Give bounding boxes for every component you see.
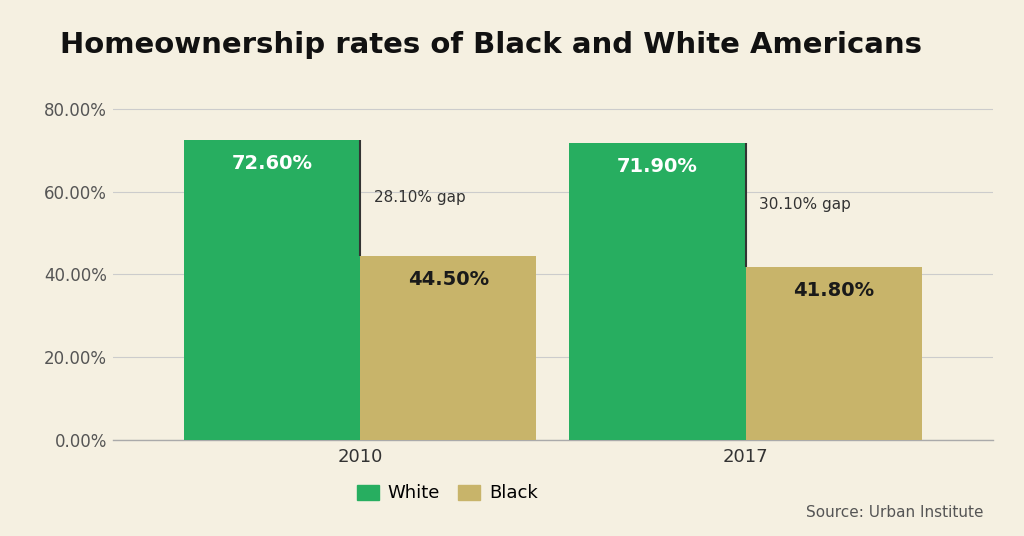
Text: 30.10% gap: 30.10% gap bbox=[760, 197, 851, 212]
Bar bbox=[745, 267, 922, 440]
Text: 41.80%: 41.80% bbox=[794, 281, 874, 300]
Bar bbox=[360, 256, 537, 440]
Legend: White, Black: White, Black bbox=[350, 477, 545, 510]
Text: 72.60%: 72.60% bbox=[231, 154, 312, 173]
Bar bbox=[569, 143, 745, 440]
Text: Homeownership rates of Black and White Americans: Homeownership rates of Black and White A… bbox=[59, 31, 922, 58]
Text: 44.50%: 44.50% bbox=[408, 270, 488, 289]
Bar bbox=[184, 140, 360, 440]
Text: Source: Urban Institute: Source: Urban Institute bbox=[806, 505, 983, 520]
Text: 28.10% gap: 28.10% gap bbox=[374, 190, 466, 205]
Text: 71.90%: 71.90% bbox=[617, 157, 698, 176]
